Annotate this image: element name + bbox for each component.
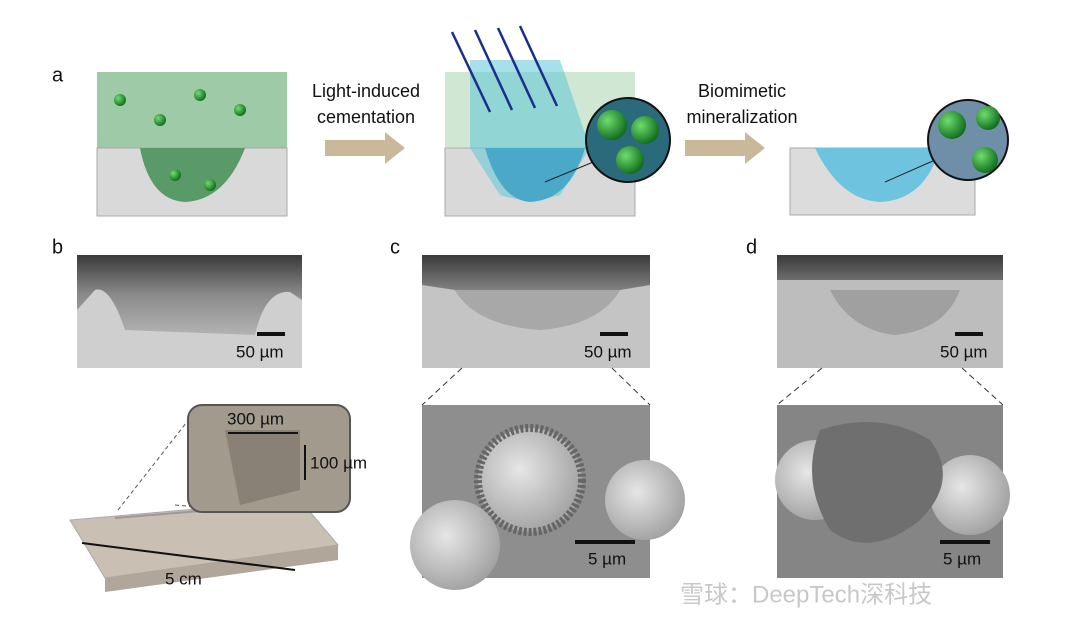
- channel-diagram: [69, 404, 351, 592]
- arrow: [685, 132, 765, 164]
- scale-bar-label: 50 µm: [584, 342, 632, 361]
- step-caption: Biomimetic: [698, 81, 786, 101]
- scale-bar-label: 5 µm: [943, 549, 981, 568]
- watermark: 雪球：DeepTech深科技: [680, 581, 932, 608]
- scale-bar-label: 50 µm: [236, 342, 284, 361]
- step-caption: mineralization: [686, 107, 797, 127]
- schematic-mineralized: [789, 99, 1009, 216]
- step-caption: Light-induced: [312, 81, 420, 101]
- panel-label: a: [52, 64, 64, 86]
- sem-image: [775, 255, 1010, 578]
- sem-image: [77, 255, 302, 368]
- dimension-label: 5 cm: [165, 569, 202, 588]
- panel-label: b: [52, 236, 63, 258]
- sem-image: [410, 255, 685, 590]
- step-caption: cementation: [317, 107, 415, 127]
- scale-bar-label: 50 µm: [940, 342, 988, 361]
- scale-bar-label: 5 µm: [588, 549, 626, 568]
- panel-label: c: [390, 236, 400, 258]
- dimension-label: 300 µm: [227, 409, 284, 428]
- arrow: [325, 132, 405, 164]
- dimension-label: 100 µm: [310, 453, 367, 472]
- panel-label: d: [746, 236, 757, 258]
- schematic-cementation: [444, 25, 671, 217]
- schematic-before: [96, 72, 288, 217]
